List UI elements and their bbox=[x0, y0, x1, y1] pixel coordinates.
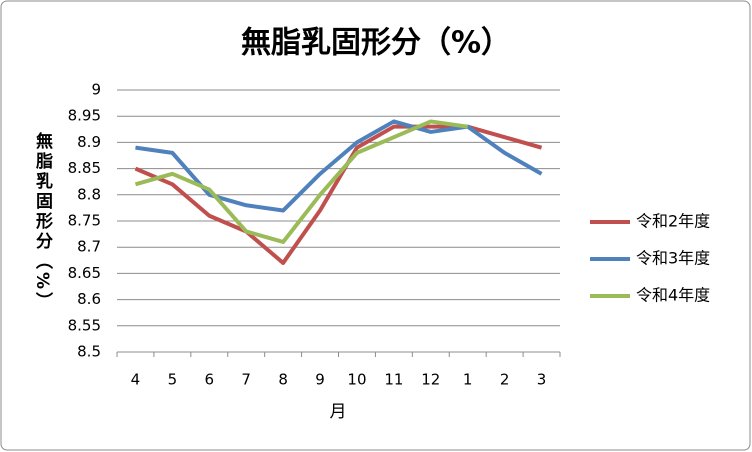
x-axis-label: 月 bbox=[330, 402, 347, 422]
y-tick-label: 8.85 bbox=[68, 159, 101, 177]
x-tick-label: 11 bbox=[384, 371, 403, 389]
x-tick-label: 4 bbox=[131, 371, 141, 389]
x-tick-label: 12 bbox=[421, 371, 440, 389]
chart-title: 無脂乳固形分（%） bbox=[241, 26, 511, 61]
x-tick-label: 10 bbox=[347, 371, 366, 389]
x-tick-label: 7 bbox=[241, 371, 251, 389]
x-tick-label: 5 bbox=[168, 371, 178, 389]
x-tick-label: 8 bbox=[278, 371, 288, 389]
y-tick-label: 9 bbox=[91, 81, 101, 99]
x-tick-label: 1 bbox=[463, 371, 473, 389]
y-axis-label: 無脂乳固形分（%） bbox=[32, 131, 53, 312]
y-tick-label: 8.6 bbox=[77, 290, 101, 308]
x-tick-label: 9 bbox=[315, 371, 325, 389]
x-tick-label: 6 bbox=[205, 371, 215, 389]
legend-label: 令和2年度 bbox=[636, 212, 710, 231]
y-tick-label: 8.65 bbox=[68, 264, 101, 282]
x-tick-label: 2 bbox=[500, 371, 510, 389]
series-line bbox=[134, 119, 468, 244]
legend-label: 令和3年度 bbox=[636, 249, 710, 268]
y-tick-label: 8.5 bbox=[77, 343, 101, 361]
legend-label: 令和4年度 bbox=[636, 286, 710, 305]
y-tick-label: 8.8 bbox=[77, 185, 101, 203]
y-tick-label: 8.95 bbox=[68, 107, 101, 125]
y-tick-label: 8.75 bbox=[68, 212, 101, 230]
y-tick-label: 8.7 bbox=[77, 238, 101, 256]
y-tick-label: 8.9 bbox=[77, 133, 101, 151]
y-tick-label: 8.55 bbox=[68, 316, 101, 334]
series-line bbox=[134, 124, 543, 265]
x-tick-label: 3 bbox=[537, 371, 547, 389]
